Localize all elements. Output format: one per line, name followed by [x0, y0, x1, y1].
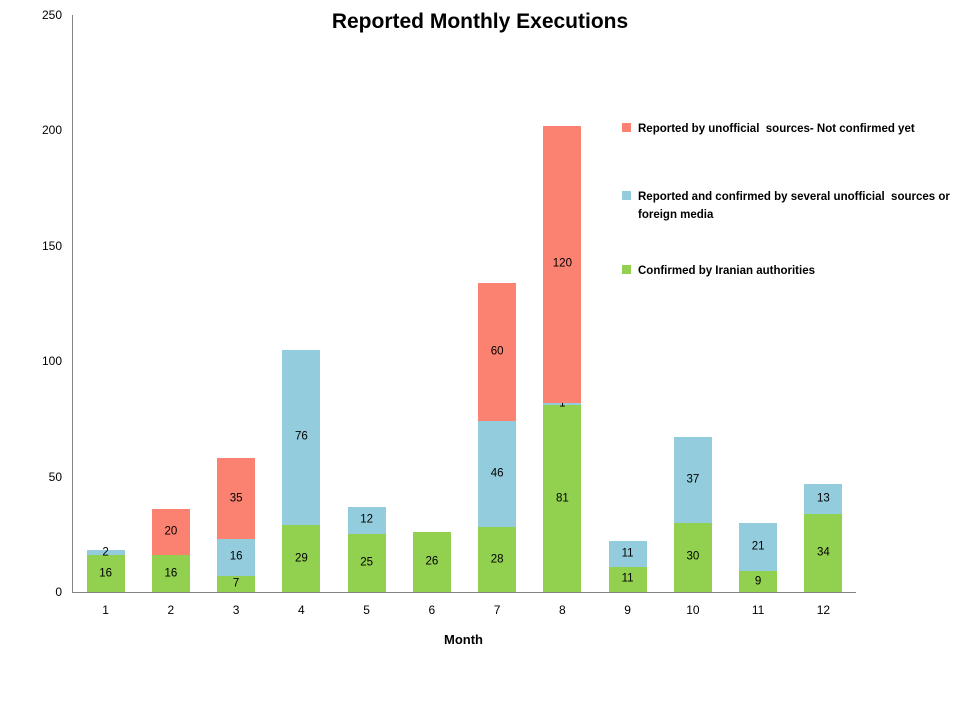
- bar-segment: 7: [217, 575, 256, 592]
- bar-value-label: 11: [621, 572, 634, 585]
- bar-segment: 20: [151, 508, 190, 556]
- bar-value-label: 11: [621, 547, 634, 560]
- bar-value-label: 76: [294, 430, 308, 443]
- bar-value-label: 20: [164, 525, 178, 538]
- bar-value-label: 30: [686, 550, 700, 563]
- bar-value-label: 26: [425, 555, 439, 568]
- legend-label: Reported and confirmed by several unoffi…: [638, 191, 954, 222]
- bar-segment: 81: [543, 405, 582, 592]
- bar-value-label: 21: [751, 540, 765, 553]
- bar-segment: 46: [478, 421, 517, 528]
- bar-segment: 16: [151, 555, 190, 592]
- x-tick-label: 8: [559, 603, 566, 617]
- bar-value-label: 13: [816, 492, 830, 505]
- x-tick-label: 10: [686, 603, 700, 617]
- x-tick-label: 3: [232, 603, 240, 617]
- bar-segment: 21: [739, 522, 778, 572]
- y-tick-label: 50: [48, 469, 62, 484]
- bar-value-label: 16: [99, 567, 113, 580]
- bar-segment: 16: [86, 555, 125, 592]
- bar-value-label: 29: [294, 552, 308, 565]
- bar-value-label: 34: [816, 546, 830, 559]
- bar-segment: 11: [608, 566, 647, 592]
- x-tick-label: 6: [428, 603, 436, 617]
- legend-swatch: [622, 191, 631, 200]
- bar-value-label: 16: [229, 550, 243, 563]
- bar-segment: 37: [673, 437, 712, 523]
- legend-item: Reported and confirmed by several unoffi…: [622, 188, 958, 225]
- x-tick-label: 11: [751, 603, 765, 617]
- legend-swatch: [622, 265, 631, 274]
- bar-segment: 2: [86, 546, 125, 558]
- y-tick-label: 200: [41, 123, 62, 138]
- legend-item: Reported by unofficial sources- Not conf…: [622, 120, 915, 138]
- bar-segment: 13: [804, 483, 843, 514]
- bar-value-label: 60: [490, 345, 504, 358]
- x-tick-label: 12: [816, 603, 831, 617]
- x-tick-label: 9: [624, 603, 631, 617]
- y-tick-label: 100: [41, 354, 62, 369]
- bar-value-label: 2: [102, 546, 109, 559]
- bar-value-label: 46: [490, 467, 504, 480]
- x-tick-label: 4: [298, 603, 305, 617]
- bar-value-label: 35: [229, 492, 243, 505]
- bar-segment: 30: [673, 522, 712, 592]
- x-tick-label: 7: [493, 603, 501, 617]
- bar-value-label: 28: [490, 553, 504, 566]
- bar-value-label: 1: [559, 397, 566, 410]
- legend-item: Confirmed by Iranian authorities: [622, 262, 815, 280]
- bar-segment: 29: [282, 525, 321, 592]
- bar-value-label: 25: [360, 556, 374, 569]
- bar-value-label: 12: [360, 513, 374, 526]
- x-tick-label: 5: [363, 603, 370, 617]
- bar-segment: 11: [608, 541, 647, 567]
- legend-swatch: [622, 123, 631, 132]
- legend-label: Reported by unofficial sources- Not conf…: [638, 123, 915, 135]
- bar-value-label: 37: [686, 473, 700, 486]
- chart-title: Reported Monthly Executions: [331, 10, 629, 33]
- bar-value-label: 120: [552, 257, 572, 270]
- bar-segment: 35: [217, 458, 256, 539]
- bar-segment: 25: [347, 534, 386, 592]
- bar-segment: 1: [543, 397, 582, 409]
- bar-segment: 120: [543, 125, 582, 403]
- x-axis-title: Month: [444, 632, 483, 647]
- y-tick-label: 250: [41, 8, 62, 22]
- bar-segment: 9: [739, 571, 778, 592]
- y-tick-label: 150: [41, 238, 62, 253]
- plot-area: 1 16 2 2 16 20 3 7 16 35 4 29 76 5 25 12 6 26 7 28 46 60 8 81 1 1…: [72, 15, 856, 617]
- legend: Reported by unofficial sources- Not conf…: [622, 116, 958, 296]
- legend-label: Confirmed by Iranian authorities: [638, 265, 815, 277]
- bar-value-label: 9: [754, 575, 762, 588]
- bar-segment: 28: [478, 527, 517, 592]
- bar-value-label: 7: [232, 577, 240, 590]
- bar-value-label: 16: [164, 567, 178, 580]
- x-tick-label: 2: [167, 603, 175, 617]
- bar-segment: 12: [347, 506, 386, 535]
- bar-value-label: 81: [555, 492, 569, 505]
- bar-segment: 34: [804, 513, 843, 592]
- x-tick-label: 1: [102, 603, 109, 617]
- bar-segment: 60: [478, 282, 517, 422]
- bar-segment: 16: [217, 538, 256, 576]
- bar-segment: 26: [412, 532, 451, 592]
- y-tick-label: 0: [55, 585, 62, 599]
- bar-segment: 76: [282, 349, 321, 526]
